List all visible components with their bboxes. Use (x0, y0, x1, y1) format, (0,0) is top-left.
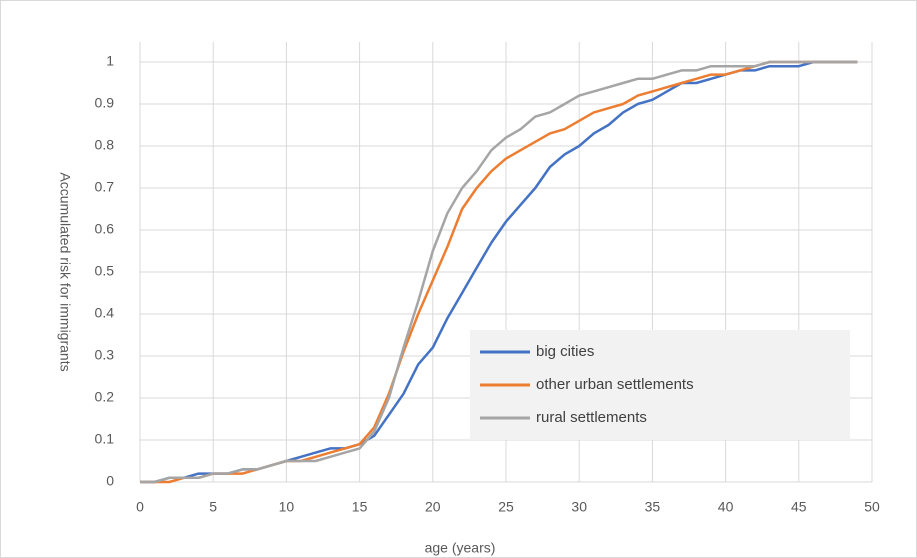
data-line (140, 60, 858, 484)
x-tick-label: 30 (571, 499, 587, 515)
x-tick-label: 15 (352, 499, 368, 515)
y-tick-label: 0.3 (95, 347, 115, 363)
y-tick-label: 0.8 (95, 137, 115, 153)
y-axis-label: Accumulated risk for immigrants (57, 172, 73, 371)
x-axis-label: age (years) (425, 540, 496, 556)
legend-label: big cities (536, 343, 594, 360)
x-tick-label: 20 (425, 499, 441, 515)
x-tick-label: 40 (718, 499, 734, 515)
legend-label: other urban settlements (536, 376, 694, 393)
x-tick-label: 35 (645, 499, 661, 515)
y-tick-label: 0 (106, 473, 114, 489)
x-tick-label: 0 (136, 499, 144, 515)
y-tick-label: 0.4 (95, 305, 115, 321)
x-tick-label: 50 (864, 499, 880, 515)
x-tick-label: 5 (209, 499, 217, 515)
x-tick-label: 25 (498, 499, 514, 515)
x-tick-label: 10 (279, 499, 295, 515)
y-tick-label: 1 (106, 53, 114, 69)
y-tick-label: 0.2 (95, 389, 115, 405)
x-tick-label: 45 (791, 499, 807, 515)
legend-label: rural settlements (536, 409, 647, 426)
y-tick-label: 0.7 (95, 179, 115, 195)
y-tick-label: 0.5 (95, 263, 115, 279)
y-tick-label: 0.1 (95, 431, 115, 447)
y-tick-label: 0.9 (95, 95, 115, 111)
legend-box (470, 330, 850, 440)
y-tick-label: 0.6 (95, 221, 115, 237)
